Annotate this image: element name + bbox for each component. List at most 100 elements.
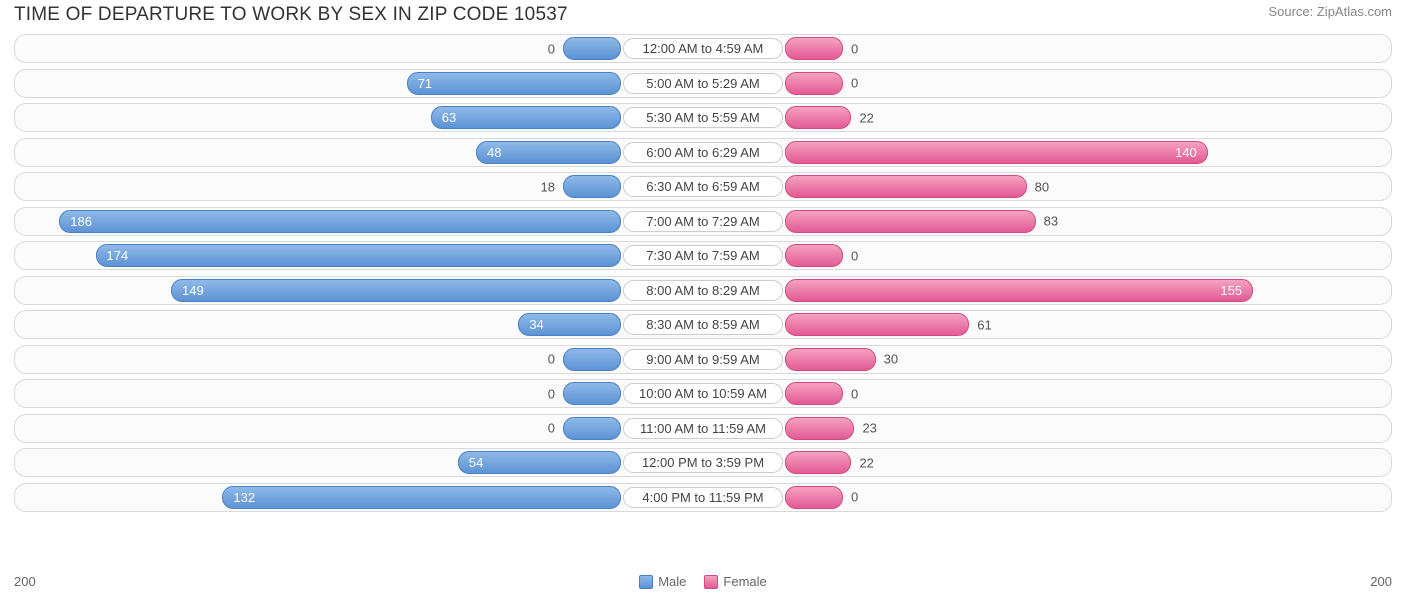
female-bar: [785, 175, 1027, 198]
male-half: 0: [18, 417, 621, 440]
female-half: 0: [785, 486, 1388, 509]
chart-row: 0012:00 AM to 4:59 AM: [14, 34, 1392, 63]
male-bar: [563, 417, 621, 440]
male-value: 54: [469, 455, 483, 470]
female-half: 0: [785, 37, 1388, 60]
female-half: 83: [785, 210, 1388, 233]
female-value: 0: [851, 76, 858, 91]
male-value: 0: [548, 386, 555, 401]
male-half: 48: [18, 141, 621, 164]
chart-header: TIME OF DEPARTURE TO WORK BY SEX IN ZIP …: [0, 0, 1406, 34]
legend-male-label: Male: [658, 574, 686, 589]
category-label: 5:30 AM to 5:59 AM: [623, 107, 783, 128]
category-label: 8:00 AM to 8:29 AM: [623, 280, 783, 301]
female-value: 0: [851, 41, 858, 56]
category-label: 8:30 AM to 8:59 AM: [623, 314, 783, 335]
female-half: 22: [785, 451, 1388, 474]
chart-title: TIME OF DEPARTURE TO WORK BY SEX IN ZIP …: [14, 4, 568, 26]
female-bar: [785, 348, 876, 371]
female-half: 155: [785, 279, 1388, 302]
chart-row: 0 30 9:00 AM to 9:59 AM: [14, 345, 1392, 374]
female-bar: [785, 382, 843, 405]
female-value: 83: [1044, 214, 1058, 229]
male-value: 149: [182, 283, 204, 298]
category-label: 11:00 AM to 11:59 AM: [623, 418, 783, 439]
female-value: 22: [859, 455, 873, 470]
female-bar: [785, 106, 851, 129]
chart-row: 174 0 7:30 AM to 7:59 AM: [14, 241, 1392, 270]
male-value: 186: [70, 214, 92, 229]
male-half: 0: [18, 382, 621, 405]
male-half: 132: [18, 486, 621, 509]
chart-row: 48 140 6:00 AM to 6:29 AM: [14, 138, 1392, 167]
male-bar: 48: [476, 141, 621, 164]
female-bar: 140: [785, 141, 1208, 164]
legend: Male Female: [639, 574, 767, 589]
category-label: 5:00 AM to 5:29 AM: [623, 73, 783, 94]
female-value: 0: [851, 386, 858, 401]
legend-female: Female: [704, 574, 766, 589]
swatch-male-icon: [639, 575, 653, 589]
female-half: 23: [785, 417, 1388, 440]
male-bar: 63: [431, 106, 621, 129]
male-value: 0: [548, 352, 555, 367]
male-value: 71: [418, 76, 432, 91]
male-half: 18: [18, 175, 621, 198]
female-bar: [785, 486, 843, 509]
category-label: 4:00 PM to 11:59 PM: [623, 487, 783, 508]
female-bar: [785, 72, 843, 95]
male-value: 34: [529, 317, 543, 332]
male-bar: [563, 348, 621, 371]
male-value: 132: [233, 490, 255, 505]
female-value: 80: [1035, 179, 1049, 194]
female-half: 61: [785, 313, 1388, 336]
female-half: 30: [785, 348, 1388, 371]
category-label: 6:00 AM to 6:29 AM: [623, 142, 783, 163]
chart-area: 0012:00 AM to 4:59 AM7105:00 AM to 5:29 …: [0, 34, 1406, 512]
male-half: 71: [18, 72, 621, 95]
male-value: 63: [442, 110, 456, 125]
female-half: 80: [785, 175, 1388, 198]
female-half: 22: [785, 106, 1388, 129]
male-bar: [563, 175, 621, 198]
category-label: 6:30 AM to 6:59 AM: [623, 176, 783, 197]
male-half: 174: [18, 244, 621, 267]
category-label: 9:00 AM to 9:59 AM: [623, 349, 783, 370]
female-value: 30: [884, 352, 898, 367]
male-bar: 54: [458, 451, 621, 474]
female-value: 0: [851, 490, 858, 505]
male-half: 0: [18, 348, 621, 371]
chart-row: 34 61 8:30 AM to 8:59 AM: [14, 310, 1392, 339]
male-half: 54: [18, 451, 621, 474]
male-half: 63: [18, 106, 621, 129]
male-half: 149: [18, 279, 621, 302]
female-value: 155: [1220, 283, 1242, 298]
female-value: 22: [859, 110, 873, 125]
category-label: 7:30 AM to 7:59 AM: [623, 245, 783, 266]
chart-footer: 200 Male Female 200: [14, 574, 1392, 589]
female-bar: [785, 210, 1036, 233]
male-bar: [563, 37, 621, 60]
chart-row: 149 155 8:00 AM to 8:29 AM: [14, 276, 1392, 305]
female-value: 61: [977, 317, 991, 332]
category-label: 10:00 AM to 10:59 AM: [623, 383, 783, 404]
category-label: 7:00 AM to 7:29 AM: [623, 211, 783, 232]
female-bar: [785, 244, 843, 267]
female-value: 23: [862, 421, 876, 436]
female-value: 140: [1175, 145, 1197, 160]
axis-max-left: 200: [14, 574, 36, 589]
male-value: 0: [548, 41, 555, 56]
chart-row: 0 23 11:00 AM to 11:59 AM: [14, 414, 1392, 443]
chart-source: Source: ZipAtlas.com: [1268, 4, 1392, 19]
female-half: 140: [785, 141, 1388, 164]
female-bar: [785, 417, 854, 440]
chart-row: 18 80 6:30 AM to 6:59 AM: [14, 172, 1392, 201]
male-bar: 149: [171, 279, 621, 302]
male-half: 34: [18, 313, 621, 336]
axis-max-right: 200: [1370, 574, 1392, 589]
female-value: 0: [851, 248, 858, 263]
male-bar: 34: [518, 313, 621, 336]
male-value: 48: [487, 145, 501, 160]
chart-row: 71 0 5:00 AM to 5:29 AM: [14, 69, 1392, 98]
legend-male: Male: [639, 574, 686, 589]
